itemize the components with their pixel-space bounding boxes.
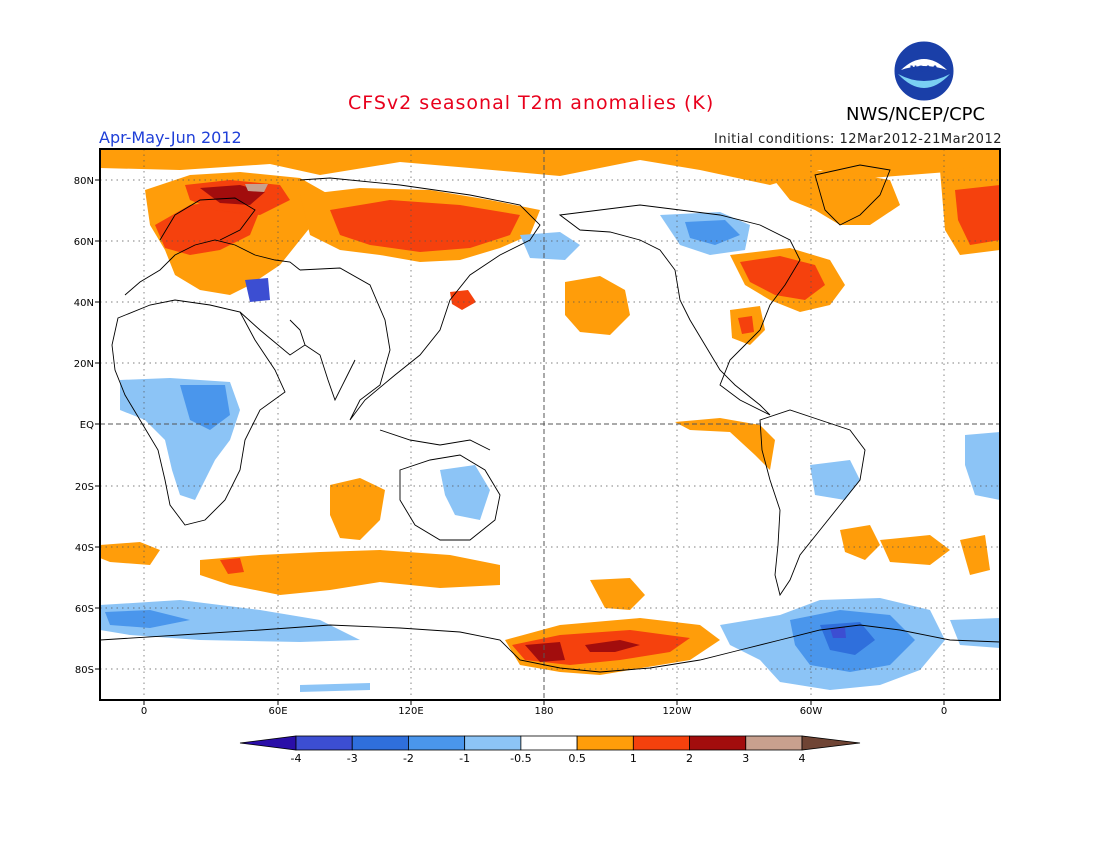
cool-anomaly-region (105, 610, 190, 628)
warm-anomaly-region (740, 256, 825, 300)
warm-anomaly-region (960, 535, 990, 575)
warm-anomaly-region (565, 276, 630, 335)
colorbar-arrow-high (801, 735, 861, 751)
cool-anomaly-region (180, 385, 230, 430)
cool-anomaly-region (810, 460, 860, 500)
coastline-europe (124, 239, 301, 296)
colorbar: -4 -3 -2 -1 -0.5 0.5 1 2 3 4 (239, 735, 861, 765)
cool-anomaly-region (965, 432, 1000, 500)
colorbar-label: -0.5 (510, 752, 531, 765)
warm-anomaly-region (590, 578, 645, 610)
warm-anomaly-region (880, 535, 950, 565)
coastline-australia (399, 454, 501, 541)
longitude-tick-label: 60W (800, 706, 823, 717)
colorbar-label: 1 (630, 752, 637, 765)
warm-anomaly-region (770, 170, 900, 225)
coastline-antarctica (100, 624, 1000, 673)
coastline-scandinavia (159, 197, 256, 241)
colorbar-swatch (295, 735, 353, 751)
cool-anomaly-region (245, 278, 270, 302)
coastline-india (304, 344, 356, 402)
colorbar-label: -3 (347, 752, 358, 765)
latitude-tick-label: 60N (74, 237, 94, 248)
cool-anomaly-region (440, 465, 490, 520)
latitude-ticks: 80N 60N 40N 20N EQ 20S 40S 60S 80S (74, 176, 100, 676)
colorbar-swatch (745, 735, 803, 751)
coastline-greenland (814, 164, 891, 226)
initial-conditions-label: Initial conditions: 12Mar2012-21Mar2012 (714, 132, 1002, 147)
chart-title: CFSv2 seasonal T2m anomalies (K) (348, 92, 715, 114)
warm-anomaly-region (330, 200, 520, 252)
colorbar-swatch (689, 735, 747, 751)
warm-anomaly-region (220, 558, 244, 574)
cool-anomaly-region (300, 683, 370, 692)
latitude-tick-label: 80N (74, 176, 94, 187)
colorbar-label: -2 (403, 752, 414, 765)
cool-anomaly-region (100, 600, 360, 642)
warm-anomaly-region (155, 200, 260, 255)
latitude-tick-label: EQ (80, 420, 94, 431)
season-label: Apr-May-Jun 2012 (99, 128, 242, 147)
colorbar-label: 4 (799, 752, 806, 765)
agency-label: NWS/NCEP/CPC (846, 104, 986, 125)
noaa-logo-text: NOAA (910, 65, 939, 75)
colorbar-swatch (632, 735, 690, 751)
longitude-tick-label: 0 (141, 706, 147, 717)
latitude-tick-label: 20S (75, 482, 94, 493)
longitude-tick-label: 0 (941, 706, 947, 717)
warm-anomaly-region (840, 525, 880, 560)
anomaly-fields (100, 150, 1000, 692)
longitude-tick-label: 60E (268, 706, 287, 717)
longitude-tick-label: 120E (398, 706, 423, 717)
latitude-tick-label: 40N (74, 298, 94, 309)
warm-anomaly-region (525, 642, 565, 662)
coastline-indonesia (379, 429, 491, 451)
coastline-asia (299, 177, 541, 421)
warm-anomaly-region (100, 542, 160, 565)
warm-anomaly-region (585, 640, 640, 652)
coastline-africa (111, 299, 286, 526)
gridlines (100, 149, 1000, 700)
warm-anomaly-region (450, 290, 476, 310)
cool-anomaly-region (520, 232, 580, 260)
longitude-tick-label: 180 (534, 706, 553, 717)
latitude-tick-label: 80S (75, 665, 94, 676)
cool-anomaly-region (685, 220, 740, 245)
colorbar-swatch (464, 735, 522, 751)
latitude-tick-label: 40S (75, 543, 94, 554)
longitude-tick-label: 120W (663, 706, 692, 717)
colorbar-label: 3 (742, 752, 749, 765)
noaa-logo: NOAA (893, 40, 955, 102)
warm-anomaly-region (200, 550, 500, 595)
cool-anomaly-region (830, 627, 846, 638)
colorbar-label: 2 (686, 752, 693, 765)
coastline-arabia (239, 311, 306, 356)
coastline-north-america (558, 204, 801, 416)
longitude-ticks: 0 60E 120E 180 120W 60W 0 (141, 700, 947, 717)
coastlines (100, 164, 1000, 673)
colorbar-label: -4 (291, 752, 302, 765)
colorbar-swatch (576, 735, 634, 751)
colorbar-label: -1 (459, 752, 470, 765)
warm-anomaly-region (675, 418, 775, 470)
warm-anomaly-region (738, 316, 754, 334)
warm-anomaly-region (330, 478, 385, 540)
colorbar-arrow-low (239, 735, 297, 751)
latitude-tick-label: 60S (75, 604, 94, 615)
coastline-south-america (759, 409, 866, 597)
warm-anomaly-region (245, 184, 268, 192)
latitude-tick-label: 20N (74, 359, 94, 370)
colorbar-label: 0.5 (568, 752, 586, 765)
colorbar-swatch (408, 735, 466, 751)
warm-anomaly-region (955, 185, 1000, 245)
colorbar-swatch (351, 735, 409, 751)
colorbar-swatch (520, 735, 578, 751)
